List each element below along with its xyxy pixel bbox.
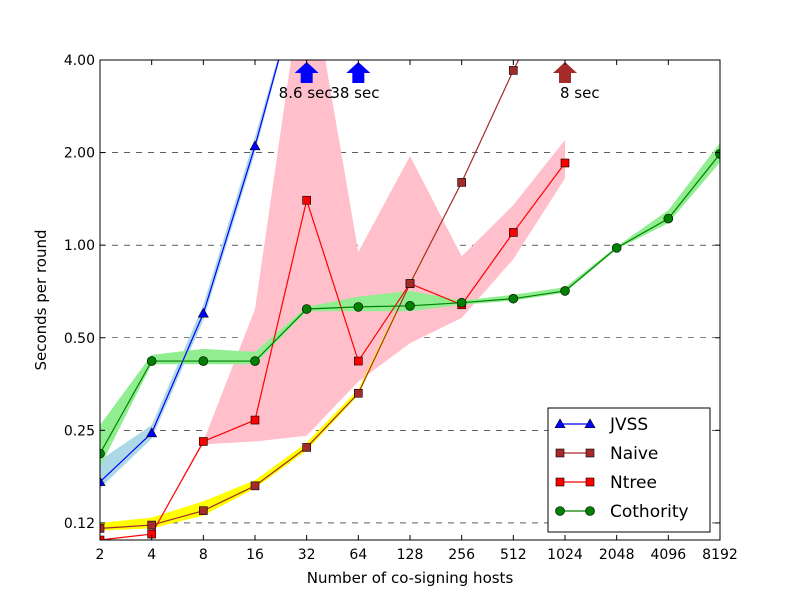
point-naive (509, 66, 518, 75)
legend-marker (555, 506, 565, 516)
point-ntree (354, 356, 363, 366)
y-tick-label: 0.12 (64, 516, 95, 532)
point-naive (405, 279, 415, 288)
legend-marker (555, 448, 565, 458)
point-cothority (100, 448, 105, 459)
offscale-arrow (294, 62, 319, 83)
point-ntree (250, 415, 260, 425)
x-tick-label: 32 (298, 547, 316, 563)
x-tick-label: 2048 (599, 547, 635, 563)
point-cothority (715, 149, 720, 159)
legend-marker (554, 418, 566, 429)
point-ntree (302, 195, 311, 205)
offscale-label: 38 sec (330, 84, 379, 102)
x-tick-label: 64 (349, 547, 367, 563)
x-tick-label: 16 (246, 547, 264, 563)
x-axis-label: Number of co-signing hosts (307, 569, 514, 587)
legend-label: JVSS (609, 415, 648, 435)
line-ntree (100, 162, 566, 540)
point-cothority (301, 304, 312, 314)
point-cothority (456, 297, 467, 308)
y-axis-label: Seconds per round (32, 229, 50, 370)
point-ntree (100, 535, 105, 540)
point-cothority (560, 286, 570, 296)
point-cothority (663, 213, 674, 224)
point-jvss (249, 140, 261, 151)
point-naive (302, 443, 311, 452)
offscale-arrow (553, 62, 577, 83)
legend-label: Naive (610, 444, 658, 464)
x-tick-label: 1024 (547, 547, 583, 563)
x-tick-label: 8 (199, 547, 208, 563)
y-tick-label: 1.00 (64, 238, 95, 254)
x-tick-label: 4096 (651, 547, 687, 563)
legend: JVSS Naive Ntree Cothority (547, 407, 711, 533)
legend-marker (584, 418, 596, 429)
point-ntree (199, 437, 208, 446)
x-tick-label: 8192 (702, 547, 738, 563)
offscale-label: 8.6 sec (279, 84, 333, 102)
y-tick-label: 0.25 (64, 423, 95, 439)
x-tick-label: 2 (96, 547, 105, 563)
y-tick-label: 2.00 (64, 146, 95, 162)
x-tick-label: 256 (448, 547, 475, 563)
legend-marker (585, 477, 595, 487)
point-naive (199, 506, 208, 515)
point-cothority (198, 356, 209, 366)
legend-label: Cothority (610, 502, 689, 522)
offscale-arrow (346, 62, 371, 83)
line-naive (100, 60, 520, 529)
x-tick-label: 128 (397, 547, 424, 563)
legend-marker (585, 506, 595, 516)
series-markers (100, 66, 720, 540)
legend-marker (555, 477, 565, 487)
point-naive (100, 524, 105, 533)
y-tick-label: 4.00 (64, 53, 95, 69)
point-cothority (611, 243, 622, 253)
point-naive (250, 481, 260, 491)
point-naive (457, 178, 466, 187)
point-ntree (509, 228, 518, 237)
point-cothority (146, 356, 157, 366)
x-tick-label: 4 (147, 547, 156, 563)
y-tick-label: 0.50 (64, 331, 95, 347)
band-ntree (100, 60, 565, 540)
point-cothority (353, 302, 364, 312)
point-cothority (508, 293, 519, 304)
offscale-label: 8 sec (560, 84, 600, 102)
point-naive (354, 388, 363, 398)
point-cothority (405, 301, 415, 311)
point-cothority (250, 356, 260, 366)
legend-label: Ntree (610, 473, 657, 493)
legend-marker (585, 448, 595, 458)
axis-ticks: 0.12 0.25 0.50 1.00 2.00 4.00 2 4 8 16 32 64 128 256 5… (64, 53, 738, 563)
point-naive (147, 520, 156, 530)
point-jvss (197, 307, 209, 318)
x-tick-label: 512 (500, 547, 527, 563)
point-jvss (146, 427, 158, 438)
point-ntree (560, 158, 570, 168)
point-jvss (100, 476, 106, 486)
